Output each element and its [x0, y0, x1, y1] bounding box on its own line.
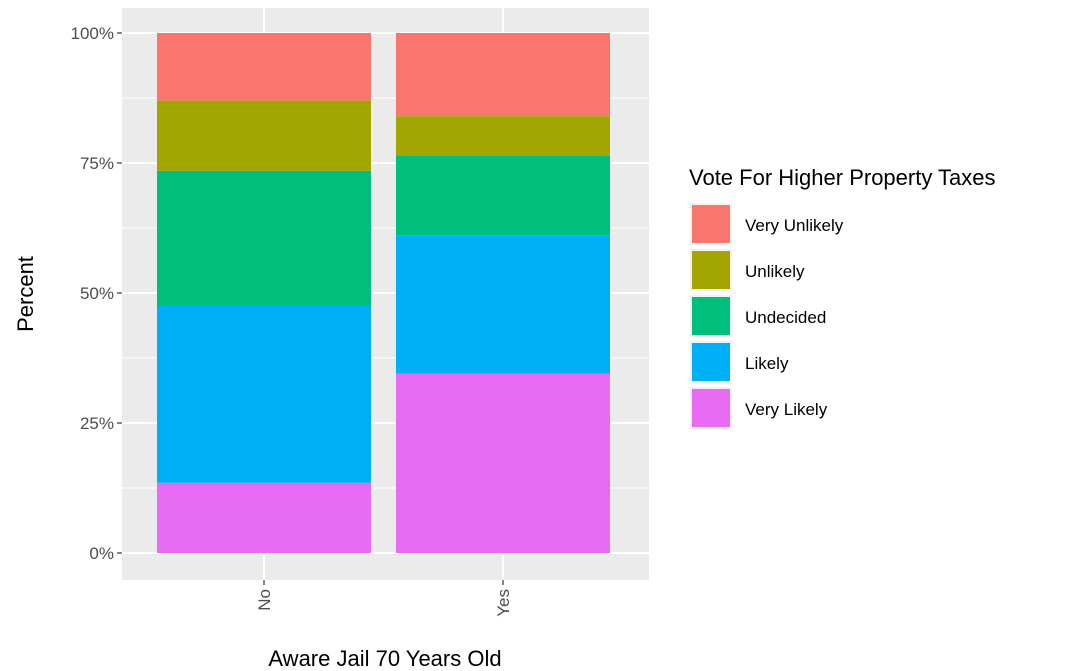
bar-segment — [396, 33, 610, 117]
y-tick-label: 50% — [80, 284, 114, 303]
legend-title: Vote For Higher Property Taxes — [689, 165, 996, 190]
bar-segment — [157, 100, 371, 171]
x-tick-label: No — [255, 589, 274, 611]
x-axis: No Yes — [255, 580, 513, 617]
x-axis-title: Aware Jail 70 Years Old — [268, 646, 501, 671]
legend-swatch — [692, 205, 730, 243]
legend-item: Unlikely — [690, 249, 805, 291]
legend-label: Likely — [745, 354, 789, 373]
y-axis-title: Percent — [13, 256, 38, 332]
bars — [157, 33, 610, 553]
legend: Vote For Higher Property Taxes Very Unli… — [689, 165, 996, 429]
legend-items: Very Unlikely Unlikely Undecided Likely Very… — [690, 203, 844, 429]
legend-swatch — [692, 389, 730, 427]
bar-segment — [157, 33, 371, 101]
bar-segment — [157, 306, 371, 483]
y-axis: 0% 25% 50% 75% 100% — [71, 24, 122, 563]
y-tick-label: 25% — [80, 414, 114, 433]
y-tick-label: 100% — [71, 24, 114, 43]
x-tick-label: Yes — [494, 589, 513, 617]
bar-segment — [396, 116, 610, 156]
legend-item: Very Likely — [690, 387, 828, 429]
bar-segment — [396, 235, 610, 374]
legend-label: Very Likely — [745, 400, 828, 419]
y-tick-label: 0% — [89, 544, 114, 563]
bar-segment — [157, 170, 371, 306]
legend-swatch — [692, 297, 730, 335]
legend-label: Unlikely — [745, 262, 805, 281]
bar-segment — [396, 373, 610, 553]
legend-swatch — [692, 343, 730, 381]
legend-item: Very Unlikely — [690, 203, 844, 245]
bar-segment — [157, 482, 371, 553]
legend-swatch — [692, 251, 730, 289]
legend-label: Very Unlikely — [745, 216, 844, 235]
legend-item: Undecided — [690, 295, 826, 337]
bar-segment — [396, 155, 610, 236]
y-tick-label: 75% — [80, 154, 114, 173]
legend-label: Undecided — [745, 308, 826, 327]
legend-item: Likely — [690, 341, 789, 383]
